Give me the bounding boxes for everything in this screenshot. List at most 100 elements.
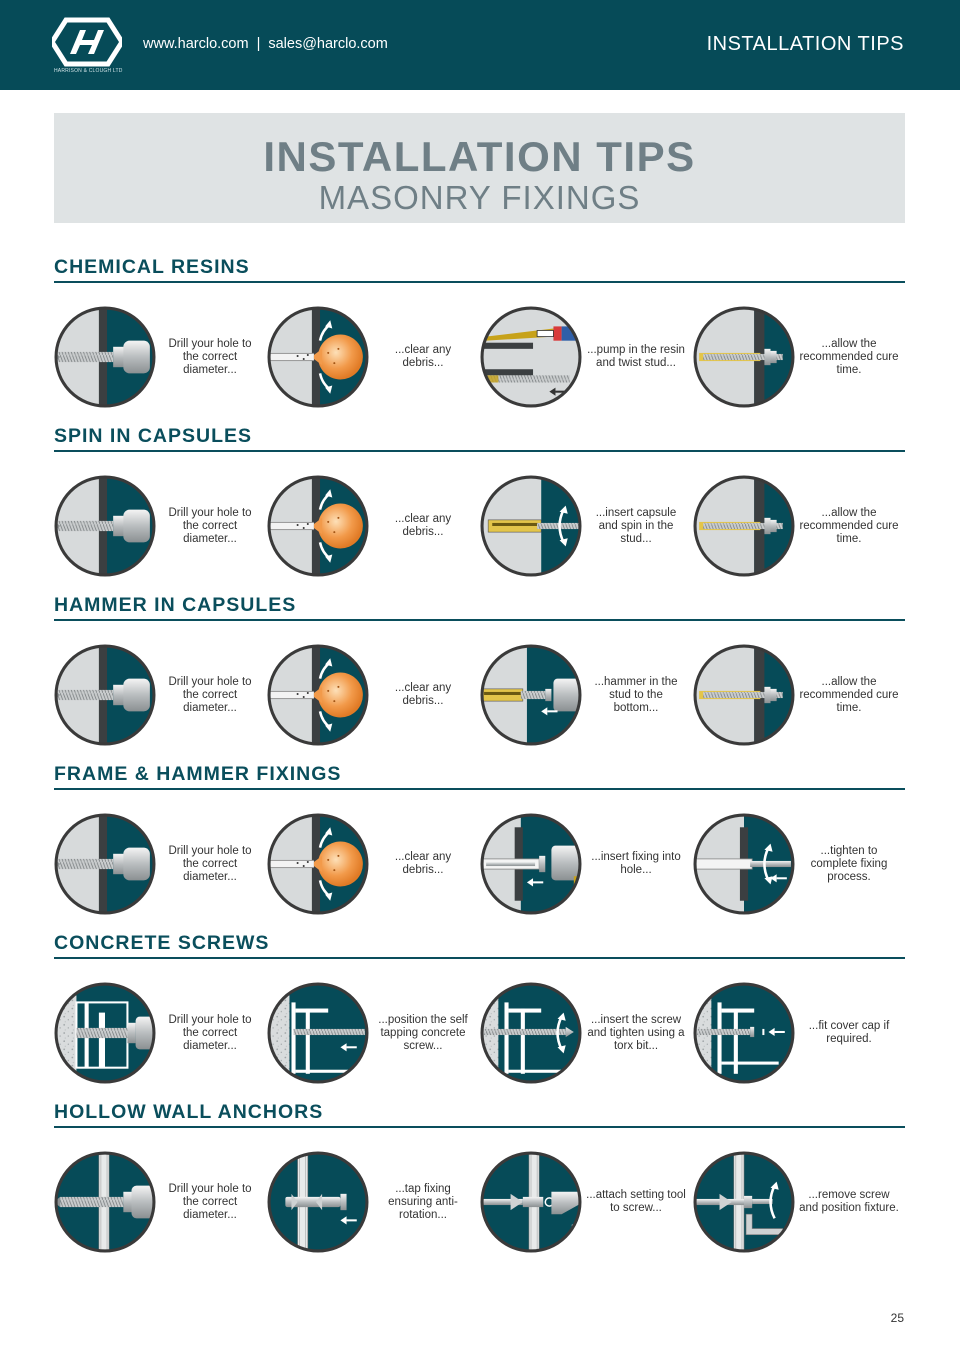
section-divider (54, 1126, 905, 1128)
step-caption: ...remove screw and position fixture. (799, 1189, 899, 1214)
step-3: ...insert the screw and tighten using a … (480, 982, 693, 1084)
step-4: ...allow the recommended cure time. (693, 306, 906, 408)
step-caption: ...clear any debris... (394, 682, 452, 707)
cure-time-icon (693, 306, 795, 408)
step-caption: Drill your hole to the correct diameter.… (168, 1182, 252, 1221)
remove-screw-icon (693, 1151, 795, 1253)
section-title: FRAME & HAMMER FIXINGS (54, 763, 342, 785)
hammer-stud-icon (480, 644, 582, 746)
drill-hole-icon (54, 306, 156, 408)
section-concrete-screws: CONCRETE SCREWS Drill your hole to the c… (54, 932, 905, 1092)
clear-debris-icon (267, 306, 369, 408)
spin-capsule-icon (480, 475, 582, 577)
tap-anchor-icon (267, 1151, 369, 1253)
step-caption: Drill your hole to the correct diameter.… (168, 337, 252, 376)
section-title: CHEMICAL RESINS (54, 256, 250, 278)
section-hollow-wall-anchors: HOLLOW WALL ANCHORS Drill your hole to t… (54, 1101, 905, 1261)
step-caption: ...fit cover cap if required. (808, 1020, 890, 1045)
step-1: Drill your hole to the correct diameter.… (54, 475, 267, 577)
step-caption: ...allow the recommended cure time. (799, 337, 899, 376)
section-divider (54, 619, 905, 621)
step-caption: ...insert fixing into hole... (591, 851, 681, 876)
section-title: HOLLOW WALL ANCHORS (54, 1101, 324, 1123)
step-caption: ...attach setting tool to screw... (586, 1189, 686, 1214)
step-caption: Drill your hole to the correct diameter.… (168, 675, 252, 714)
section-title: SPIN IN CAPSULES (54, 425, 253, 447)
clear-debris-icon (267, 813, 369, 915)
header-bar: HARRISON & CLOUGH LTD www.harclo.com | sal… (0, 0, 960, 90)
step-caption: ...allow the recommended cure time. (799, 675, 899, 714)
cure-time-icon (693, 644, 795, 746)
header-title: INSTALLATION TIPS (706, 33, 904, 55)
step-caption: ...clear any debris... (394, 344, 452, 369)
harclo-logo-icon[interactable] (52, 14, 122, 76)
clear-debris-icon (267, 475, 369, 577)
step-caption: ...insert capsule and spin in the stud..… (595, 506, 677, 545)
step-caption: ...clear any debris... (394, 513, 452, 538)
insert-fixing-icon (480, 813, 582, 915)
logo-subtext: HARRISON & CLOUGH LTD (54, 68, 123, 74)
step-2: ...clear any debris... (267, 644, 480, 746)
step-caption: ...hammer in the stud to the bottom... (594, 675, 678, 714)
step-2: ...tap fixing ensuring anti-rotation... (267, 1151, 480, 1253)
step-1: Drill your hole to the correct diameter.… (54, 982, 267, 1084)
step-2: ...clear any debris... (267, 813, 480, 915)
step-3: ...insert fixing into hole... (480, 813, 693, 915)
step-caption: ...insert the screw and tighten using a … (587, 1013, 685, 1052)
drill-wall-icon (54, 1151, 156, 1253)
drill-hole-icon (54, 813, 156, 915)
section-divider (54, 957, 905, 959)
step-3: ...attach setting tool to screw... (480, 1151, 693, 1253)
step-1: Drill your hole to the correct diameter.… (54, 644, 267, 746)
step-caption: Drill your hole to the correct diameter.… (168, 844, 252, 883)
page-title: INSTALLATION TIPS (263, 133, 696, 180)
step-4: ...remove screw and position fixture. (693, 1151, 906, 1253)
section-hammer-in-capsules: HAMMER IN CAPSULES Drill your hole to th… (54, 594, 905, 754)
section-title: HAMMER IN CAPSULES (54, 594, 297, 616)
position-screw-icon (267, 982, 369, 1084)
drill-frame-icon (54, 982, 156, 1084)
tighten-fixing-icon (693, 813, 795, 915)
step-4: ...fit cover cap if required. (693, 982, 906, 1084)
step-caption: Drill your hole to the correct diameter.… (168, 506, 252, 545)
step-2: ...clear any debris... (267, 475, 480, 577)
contact-separator: | (256, 36, 261, 52)
section-chemical-resins: CHEMICAL RESINS Drill your hole to the c… (54, 256, 905, 416)
pump-resin-icon (480, 306, 582, 408)
step-3: ...hammer in the stud to the bottom... (480, 644, 693, 746)
step-1: Drill your hole to the correct diameter.… (54, 813, 267, 915)
step-3: ...pump in the resin and twist stud... (480, 306, 693, 408)
section-spin-in-capsules: SPIN IN CAPSULES Drill your hole to the … (54, 425, 905, 585)
step-1: Drill your hole to the correct diameter.… (54, 1151, 267, 1253)
clear-debris-icon (267, 644, 369, 746)
section-divider (54, 450, 905, 452)
step-4: ...tighten to complete fixing process. (693, 813, 906, 915)
step-caption: ...pump in the resin and twist stud... (587, 344, 685, 369)
step-caption: ...tap fixing ensuring anti-rotation... (388, 1182, 458, 1221)
step-2: ...position the self tapping concrete sc… (267, 982, 480, 1084)
section-title: CONCRETE SCREWS (54, 932, 270, 954)
step-3: ...insert capsule and spin in the stud..… (480, 475, 693, 577)
section-divider (54, 281, 905, 283)
page-subtitle: MASONRY FIXINGS (318, 179, 641, 216)
page-number: 25 (890, 1311, 904, 1325)
step-caption: ...clear any debris... (394, 851, 452, 876)
step-2: ...clear any debris... (267, 306, 480, 408)
step-caption: ...allow the recommended cure time. (799, 506, 899, 545)
section-divider (54, 788, 905, 790)
contact-info: www.harclo.com | sales@harclo.com (143, 36, 388, 52)
setting-tool-icon (480, 1151, 582, 1253)
step-caption: Drill your hole to the correct diameter.… (168, 1013, 252, 1052)
email-link[interactable]: sales@harclo.com (268, 36, 388, 52)
step-1: Drill your hole to the correct diameter.… (54, 306, 267, 408)
step-caption: ...tighten to complete fixing process. (810, 844, 888, 883)
website-link[interactable]: www.harclo.com (143, 36, 249, 52)
drill-hole-icon (54, 644, 156, 746)
step-caption: ...position the self tapping concrete sc… (378, 1013, 468, 1052)
hero-panel: INSTALLATION TIPS MASONRY FIXINGS (54, 113, 905, 223)
cure-time-icon (693, 475, 795, 577)
section-frame-hammer-fixings: FRAME & HAMMER FIXINGS Drill your hole t… (54, 763, 905, 923)
step-4: ...allow the recommended cure time. (693, 475, 906, 577)
torx-tighten-icon (480, 982, 582, 1084)
drill-hole-icon (54, 475, 156, 577)
